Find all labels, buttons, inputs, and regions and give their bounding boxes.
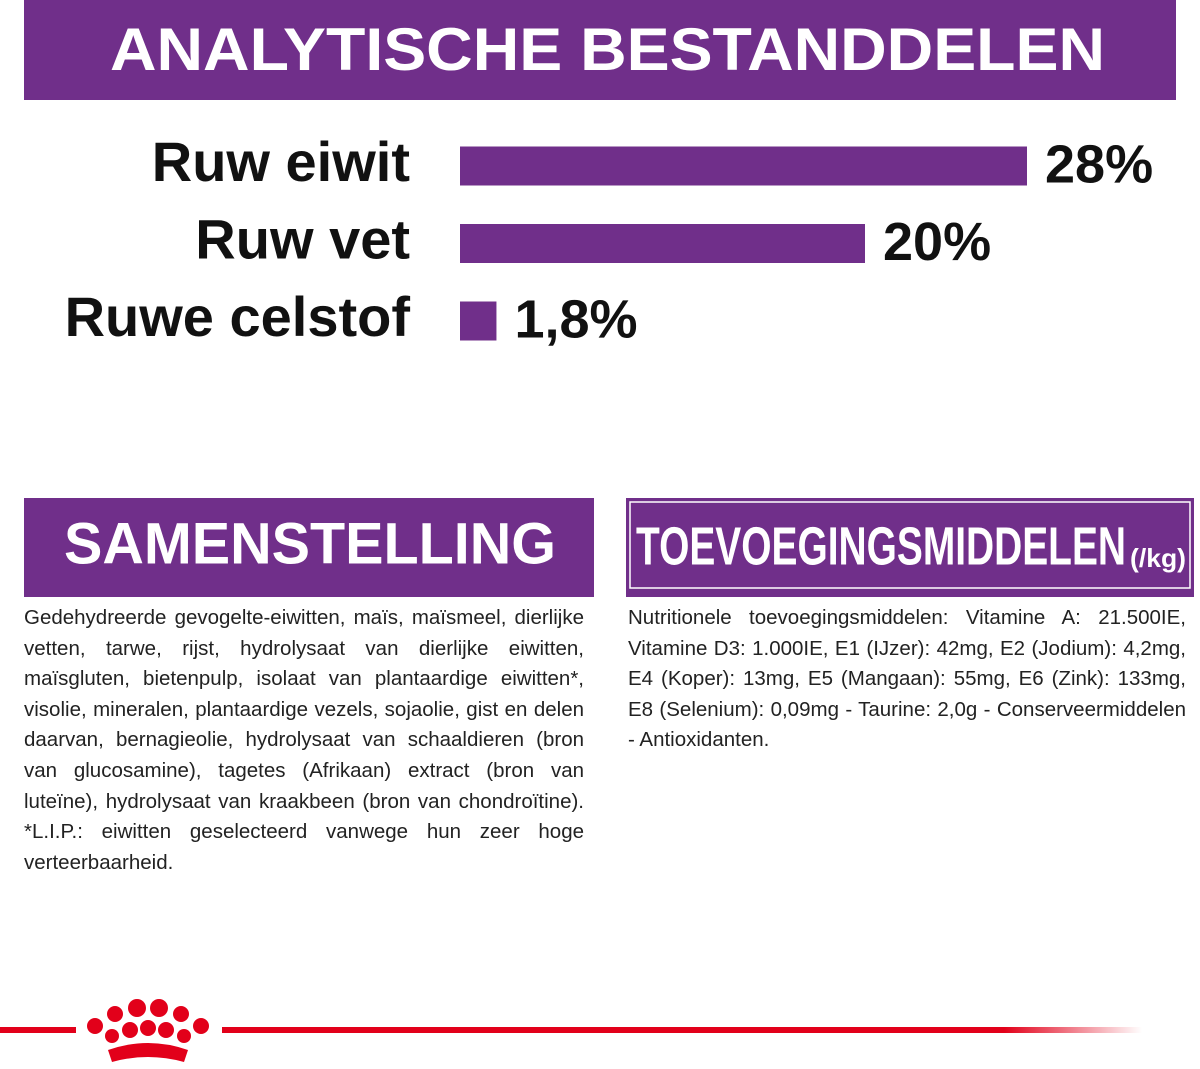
footer-line (0, 1027, 76, 1033)
category-label: Ruw eiwit (152, 130, 410, 193)
logo (87, 999, 209, 1062)
value-label: 28% (1045, 134, 1153, 194)
bar (460, 301, 497, 341)
additives-text: Nutritionele toevoegingsmiddelen: Vitami… (628, 606, 1186, 752)
value-label: 20% (883, 212, 991, 272)
value-label: 1,8% (514, 289, 637, 349)
additives-title: TOEVOEGINGSMIDDELEN (636, 516, 1126, 576)
footer-line (222, 1027, 1142, 1033)
additives-frame (629, 501, 1191, 589)
composition-text: Gedehydreerde gevogelte-eiwitten, maïs, … (24, 606, 584, 874)
category-label: Ruwe celstof (65, 285, 411, 348)
composition-title: SAMENSTELLING (64, 511, 556, 576)
category-label: Ruw vet (195, 207, 410, 270)
additives-unit: (/kg) (1130, 543, 1186, 573)
chart-title: ANALYTISCHE BESTANDDELEN (110, 16, 1105, 83)
bar (460, 146, 1027, 186)
bar (460, 224, 865, 263)
additives-banner (626, 498, 1194, 597)
composition-banner (24, 498, 594, 597)
title-banner (24, 0, 1176, 100)
